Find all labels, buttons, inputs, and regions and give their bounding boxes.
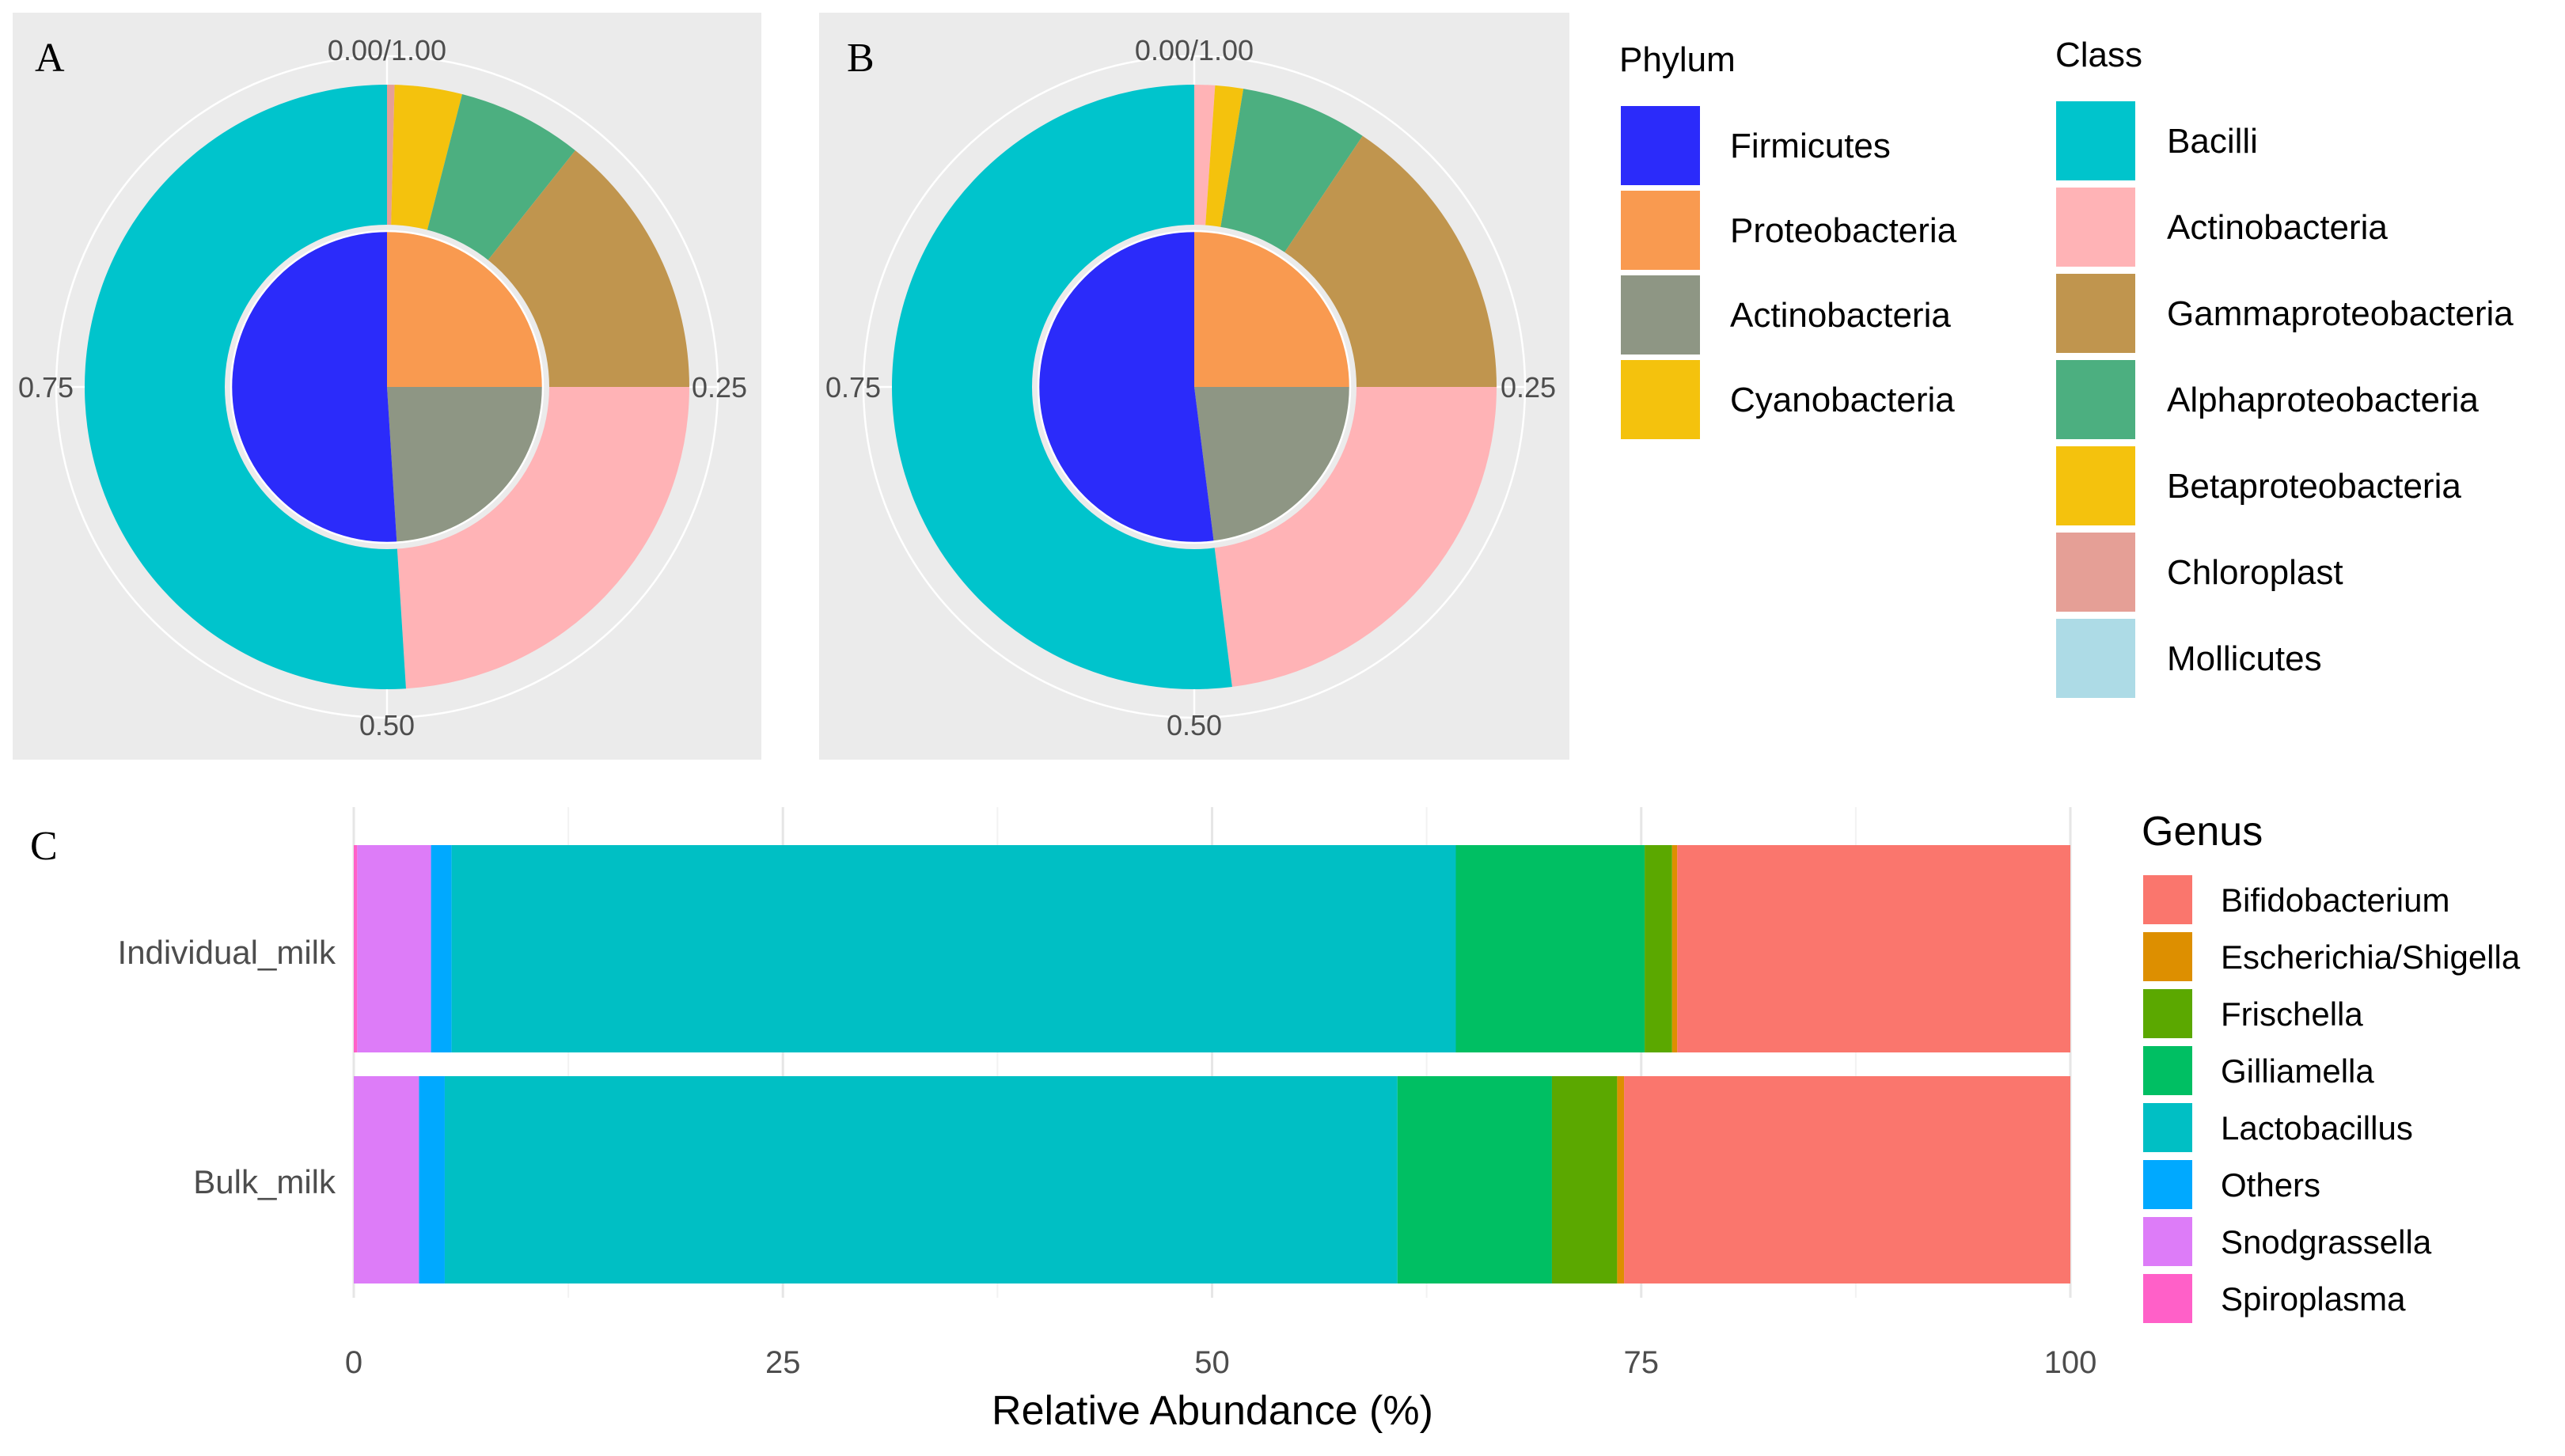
phylum-legend-key-proteobacteria	[1621, 191, 1700, 270]
bar-segment-bulk-milk-lactobacillus	[444, 1076, 1398, 1283]
x-axis-title: Relative Abundance (%)	[992, 1388, 1433, 1434]
class-legend-label-chloroplast: Chloroplast	[2167, 553, 2343, 592]
class-legend-key-actinobacteria	[2056, 188, 2135, 267]
phylum-legend-key-actinobacteria	[1621, 275, 1700, 355]
genus-legend-label-lactobacillus: Lactobacillus	[2221, 1109, 2413, 1147]
panel-b-inner-slice-proteobacteria	[1194, 231, 1350, 387]
panel-b-letter: B	[847, 36, 875, 81]
bar-segment-individual-milk-lactobacillus	[451, 845, 1456, 1052]
panel-c-bars	[354, 845, 2070, 1283]
bar-segment-individual-milk-spiroplasma	[354, 845, 358, 1052]
panel-b-tick-bottom: 0.50	[1167, 709, 1222, 741]
bar-segment-bulk-milk-others	[419, 1076, 445, 1283]
genus-legend-title: Genus	[2142, 809, 2263, 855]
genus-legend-label-spiroplasma: Spiroplasma	[2221, 1280, 2406, 1318]
genus-legend-key-frischella	[2143, 989, 2192, 1038]
genus-legend-key-escherichia-shigella	[2143, 932, 2192, 981]
bar-segment-bulk-milk-snodgrassella	[354, 1076, 419, 1283]
panel-a-inner-slice-firmicutes	[230, 231, 397, 543]
donut-panel-a: A 0.00/1.00 0.25 0.50 0.75	[13, 13, 761, 760]
panel-a-tick-top: 0.00/1.00	[328, 34, 446, 66]
class-legend-label-mollicutes: Mollicutes	[2167, 639, 2322, 678]
panel-b-tick-left: 0.75	[825, 371, 881, 404]
class-legend-key-bacilli	[2056, 101, 2135, 180]
genus-legend-label-escherichia-shigella: Escherichia/Shigella	[2221, 938, 2521, 976]
genus-legend-label-gilliamella: Gilliamella	[2221, 1052, 2374, 1090]
bar-segment-bulk-milk-gilliamella	[1397, 1076, 1552, 1283]
genus-legend-key-spiroplasma	[2143, 1274, 2192, 1323]
class-legend-label-betaproteobacteria: Betaproteobacteria	[2167, 467, 2461, 506]
category-label-individual-milk: Individual_milk	[118, 934, 336, 971]
genus-legend-label-snodgrassella: Snodgrassella	[2221, 1223, 2432, 1261]
panel-b-inner-outline	[1037, 229, 1352, 544]
genus-legend-key-gilliamella	[2143, 1046, 2192, 1095]
phylum-legend-label-firmicutes: Firmicutes	[1730, 127, 1891, 165]
donut-panel-b: B 0.00/1.00 0.25 0.50 0.75	[819, 13, 1569, 760]
panel-b-inner-slice-firmicutes	[1038, 231, 1214, 543]
panel-a-inner-outline	[230, 229, 544, 544]
panel-a-tick-bottom: 0.50	[359, 709, 415, 741]
phylum-legend-label-proteobacteria: Proteobacteria	[1730, 211, 1957, 250]
panel-a-tick-left: 0.75	[18, 371, 74, 404]
bar-segment-bulk-milk-bifidobacterium	[1624, 1076, 2070, 1283]
genus-legend-key-snodgrassella	[2143, 1217, 2192, 1266]
bar-segment-bulk-milk-escherichia-shigella	[1617, 1076, 1625, 1283]
panel-b-inner-ring	[1038, 231, 1350, 543]
panel-b-tick-right: 0.25	[1501, 371, 1556, 404]
genus-legend-label-bifidobacterium: Bifidobacterium	[2221, 882, 2449, 919]
panel-b-tick-top: 0.00/1.00	[1135, 34, 1254, 66]
bar-segment-individual-milk-bifidobacterium	[1677, 845, 2070, 1052]
stacked-bar-panel-c: C 0 25 50 75 100 Individual_milk Bulk_milk R…	[30, 807, 2096, 1434]
bar-segment-individual-milk-snodgrassella	[357, 845, 431, 1052]
phylum-legend-label-actinobacteria: Actinobacteria	[1730, 296, 1951, 335]
phylum-legend-key-firmicutes	[1621, 106, 1700, 185]
panel-c-letter: C	[30, 824, 58, 869]
x-tick-label-0: 0	[345, 1345, 362, 1380]
panel-b-inner-slice-actinobacteria	[1194, 387, 1350, 542]
class-legend-key-gammaproteobacteria	[2056, 274, 2135, 353]
x-tick-label-25: 25	[765, 1345, 801, 1380]
bar-segment-individual-milk-frischella	[1645, 845, 1672, 1052]
genus-legend-label-others: Others	[2221, 1166, 2320, 1204]
class-legend-label-bacilli: Bacilli	[2167, 122, 2258, 161]
genus-legend-key-bifidobacterium	[2143, 875, 2192, 924]
genus-legend: Genus Bifidobacterium Escherichia/Shigell…	[2142, 809, 2521, 1323]
class-legend-label-alphaproteobacteria: Alphaproteobacteria	[2167, 381, 2479, 419]
class-legend-key-alphaproteobacteria	[2056, 360, 2135, 439]
x-tick-label-75: 75	[1624, 1345, 1660, 1380]
panel-c-x-axis: 0 25 50 75 100	[345, 1345, 2097, 1380]
bar-segment-individual-milk-gilliamella	[1455, 845, 1645, 1052]
class-legend-key-chloroplast	[2056, 533, 2135, 612]
panel-a-tick-right: 0.25	[692, 371, 747, 404]
class-legend-key-betaproteobacteria	[2056, 446, 2135, 525]
category-label-bulk-milk: Bulk_milk	[193, 1163, 336, 1200]
class-legend-key-mollicutes	[2056, 619, 2135, 698]
phylum-legend: Phylum Firmicutes Proteobacteria Actinobac…	[1619, 40, 1957, 439]
genus-legend-key-others	[2143, 1160, 2192, 1209]
class-legend-label-actinobacteria: Actinobacteria	[2167, 208, 2388, 247]
panel-a-inner-ring	[230, 231, 543, 543]
bar-segment-individual-milk-others	[431, 845, 452, 1052]
class-legend-label-gammaproteobacteria: Gammaproteobacteria	[2167, 294, 2514, 333]
phylum-legend-key-cyanobacteria	[1621, 360, 1700, 439]
class-legend: Class Bacilli Actinobacteria Gammaproteoba…	[2055, 36, 2514, 698]
x-tick-label-50: 50	[1194, 1345, 1230, 1380]
genus-legend-label-frischella: Frischella	[2221, 995, 2363, 1033]
x-tick-label-100: 100	[2044, 1345, 2097, 1380]
panel-a-letter: A	[35, 36, 65, 81]
class-legend-title: Class	[2055, 36, 2142, 74]
panel-a-inner-slice-actinobacteria	[387, 387, 543, 543]
bar-segment-individual-milk-escherichia-shigella	[1671, 845, 1678, 1052]
phylum-legend-title: Phylum	[1619, 40, 1736, 79]
phylum-legend-label-cyanobacteria: Cyanobacteria	[1730, 381, 1955, 419]
panel-a-inner-slice-proteobacteria	[387, 231, 543, 387]
genus-legend-key-lactobacillus	[2143, 1103, 2192, 1152]
bar-segment-bulk-milk-frischella	[1551, 1076, 1618, 1283]
